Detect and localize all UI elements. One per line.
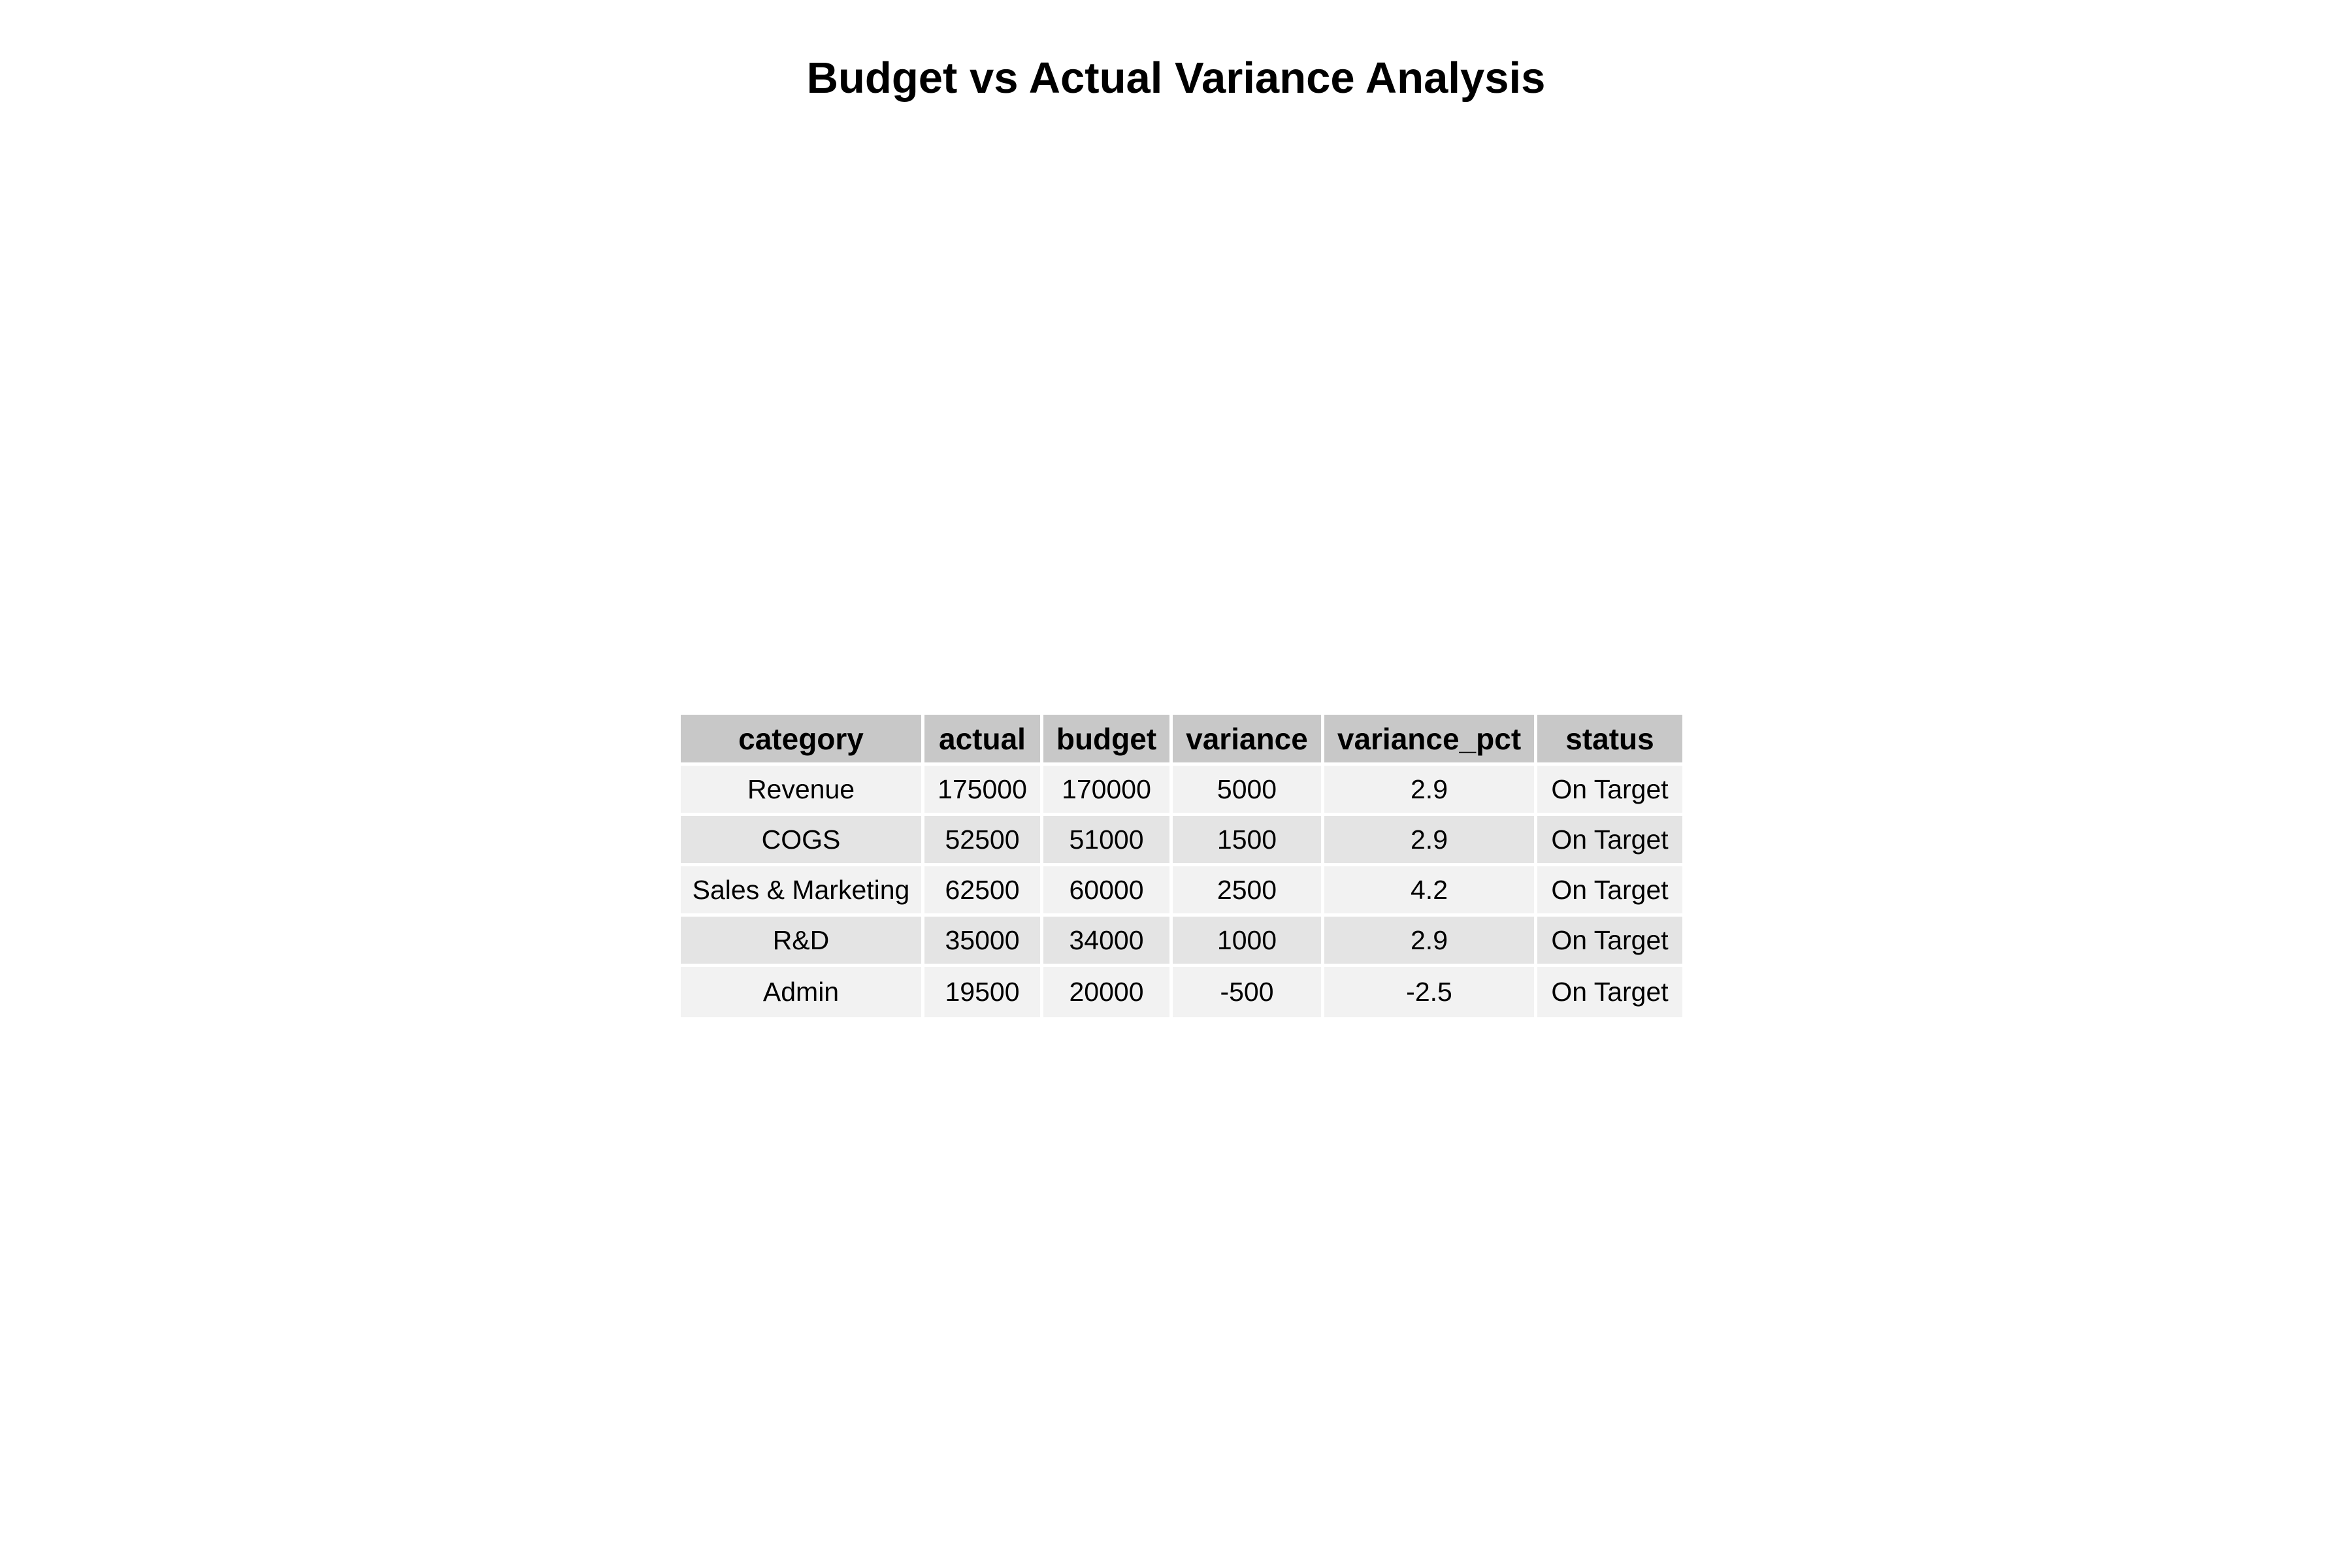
- table-row: Sales & Marketing 62500 60000 2500 4.2 On Tar…: [681, 866, 1682, 917]
- cell-category: Revenue: [681, 766, 924, 816]
- cell-variance-pct: 4.2: [1324, 866, 1537, 917]
- cell-actual: 35000: [924, 917, 1043, 967]
- cell-status: On Target: [1537, 917, 1682, 967]
- cell-category: Sales & Marketing: [681, 866, 924, 917]
- cell-category: Admin: [681, 967, 924, 1017]
- column-header-budget: budget: [1043, 715, 1173, 766]
- cell-budget: 20000: [1043, 967, 1173, 1017]
- cell-status: On Target: [1537, 766, 1682, 816]
- table-header: category actual budget variance variance_pct…: [681, 715, 1682, 766]
- cell-budget: 60000: [1043, 866, 1173, 917]
- cell-variance-pct: 2.9: [1324, 917, 1537, 967]
- cell-variance: 1000: [1173, 917, 1324, 967]
- table-row: Revenue 175000 170000 5000 2.9 On Target: [681, 766, 1682, 816]
- cell-actual: 62500: [924, 866, 1043, 917]
- cell-variance-pct: 2.9: [1324, 766, 1537, 816]
- column-header-status: status: [1537, 715, 1682, 766]
- cell-budget: 170000: [1043, 766, 1173, 816]
- table-row: R&D 35000 34000 1000 2.9 On Target: [681, 917, 1682, 967]
- cell-actual: 175000: [924, 766, 1043, 816]
- table-row: Admin 19500 20000 -500 -2.5 On Target: [681, 967, 1682, 1017]
- cell-variance: 5000: [1173, 766, 1324, 816]
- cell-status: On Target: [1537, 866, 1682, 917]
- cell-variance: -500: [1173, 967, 1324, 1017]
- table-row: COGS 52500 51000 1500 2.9 On Target: [681, 816, 1682, 866]
- cell-variance-pct: -2.5: [1324, 967, 1537, 1017]
- cell-variance-pct: 2.9: [1324, 816, 1537, 866]
- table-body: Revenue 175000 170000 5000 2.9 On Target COGS 5…: [681, 766, 1682, 1017]
- cell-category: COGS: [681, 816, 924, 866]
- cell-actual: 52500: [924, 816, 1043, 866]
- column-header-category: category: [681, 715, 924, 766]
- data-table: category actual budget variance variance_pct…: [681, 715, 1682, 1017]
- chart-title: Budget vs Actual Variance Analysis: [806, 54, 1546, 103]
- cell-category: R&D: [681, 917, 924, 967]
- column-header-variance: variance: [1173, 715, 1324, 766]
- cell-status: On Target: [1537, 816, 1682, 866]
- column-header-variance-pct: variance_pct: [1324, 715, 1537, 766]
- cell-status: On Target: [1537, 967, 1682, 1017]
- cell-budget: 34000: [1043, 917, 1173, 967]
- cell-variance: 2500: [1173, 866, 1324, 917]
- cell-actual: 19500: [924, 967, 1043, 1017]
- cell-variance: 1500: [1173, 816, 1324, 866]
- column-header-actual: actual: [924, 715, 1043, 766]
- header-row: category actual budget variance variance_pct…: [681, 715, 1682, 766]
- cell-budget: 51000: [1043, 816, 1173, 866]
